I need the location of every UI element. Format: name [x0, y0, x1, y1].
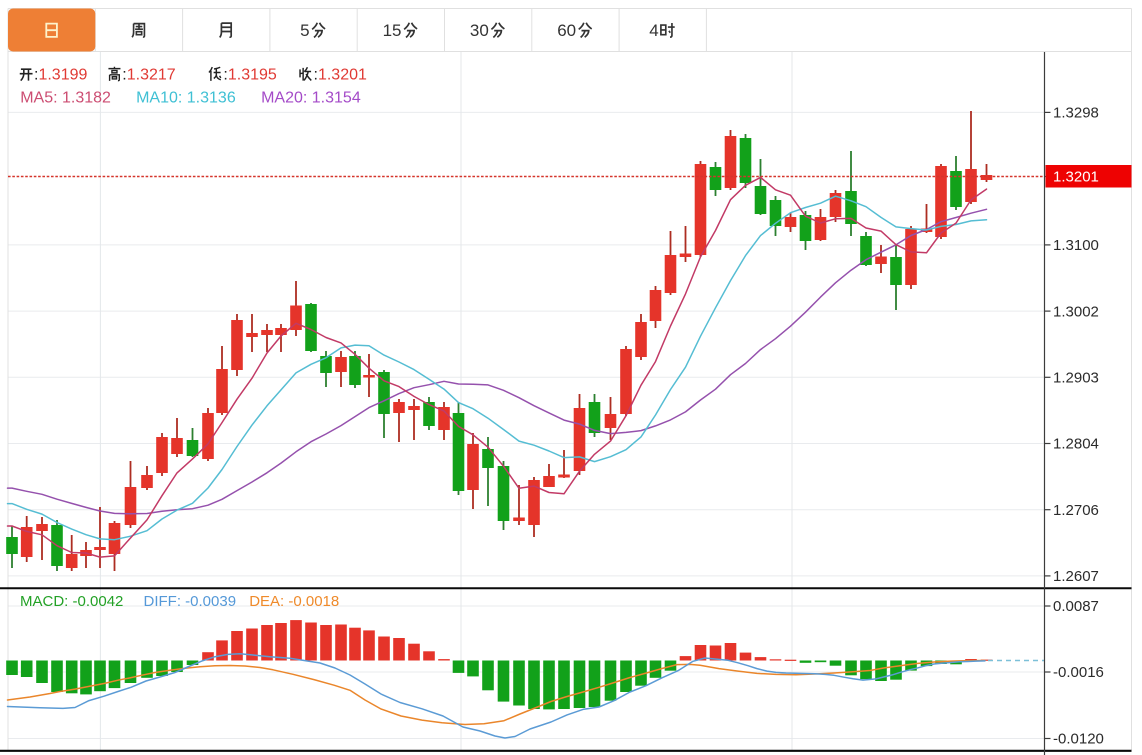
- svg-text:1.3002: 1.3002: [1053, 303, 1099, 320]
- svg-text:DEA: -0.0018: DEA: -0.0018: [249, 593, 339, 610]
- svg-text:15: 15: [383, 21, 402, 40]
- svg-text:MACD: -0.0042: MACD: -0.0042: [20, 593, 123, 610]
- svg-text:1.2607: 1.2607: [1053, 568, 1099, 585]
- svg-text:0.0087: 0.0087: [1053, 598, 1099, 615]
- svg-text:1.3298: 1.3298: [1053, 105, 1099, 122]
- svg-text::1.3201: :1.3201: [314, 67, 367, 84]
- svg-text:1.3100: 1.3100: [1053, 237, 1099, 254]
- svg-text:60: 60: [557, 21, 576, 40]
- svg-text:1.3201: 1.3201: [1053, 169, 1099, 186]
- svg-text:4: 4: [649, 21, 658, 40]
- svg-text::1.3217: :1.3217: [122, 67, 175, 84]
- svg-text:5: 5: [300, 21, 309, 40]
- svg-text:DIFF: -0.0039: DIFF: -0.0039: [144, 593, 237, 610]
- svg-text:1.2804: 1.2804: [1053, 436, 1099, 453]
- svg-text:1.2903: 1.2903: [1053, 370, 1099, 387]
- svg-text::1.3199: :1.3199: [34, 67, 87, 84]
- svg-text:-0.0016: -0.0016: [1053, 664, 1104, 681]
- svg-text:30: 30: [470, 21, 489, 40]
- svg-text:MA20: 1.3154: MA20: 1.3154: [261, 90, 361, 107]
- svg-text:1.2706: 1.2706: [1053, 502, 1099, 519]
- svg-text::1.3195: :1.3195: [223, 67, 276, 84]
- svg-text:MA10: 1.3136: MA10: 1.3136: [136, 90, 236, 107]
- svg-text:-0.0120: -0.0120: [1053, 731, 1104, 748]
- svg-text:MA5: 1.3182: MA5: 1.3182: [20, 90, 111, 107]
